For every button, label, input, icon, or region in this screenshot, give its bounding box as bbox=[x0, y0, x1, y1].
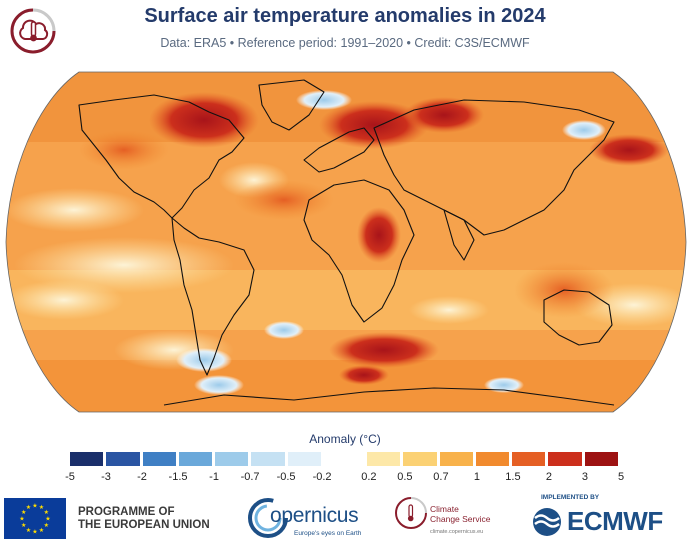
c3s-icon bbox=[395, 497, 427, 529]
colorbar-tick-label: -1.5 bbox=[168, 471, 188, 483]
eu-star-icon: ★ bbox=[26, 527, 31, 534]
eu-star-icon: ★ bbox=[32, 503, 37, 510]
copernicus-tagline: Europe's eyes on Earth bbox=[294, 530, 362, 537]
eu-star-icon: ★ bbox=[44, 522, 49, 529]
colorbar-tick-label: 0.2 bbox=[361, 471, 377, 483]
ecmwf-name: ECMWF bbox=[567, 506, 663, 536]
c3s-line1: Climate bbox=[430, 504, 459, 514]
eu-star-icon: ★ bbox=[26, 504, 31, 511]
colorbar-tick-label: 3 bbox=[581, 471, 589, 483]
eu-star-icon: ★ bbox=[39, 527, 44, 534]
c3s-thermometer-logo bbox=[10, 8, 56, 54]
colorbar-segment-cold-5 bbox=[251, 452, 288, 466]
colorbar-segment-cold-4 bbox=[215, 452, 252, 466]
colorbar-segment-warm-6 bbox=[584, 452, 621, 466]
eu-star-icon: ★ bbox=[39, 504, 44, 511]
colorbar-segment-cold-2 bbox=[142, 452, 179, 466]
colorbar-tick-label: -2 bbox=[137, 471, 147, 483]
colorbar-segment-warm-3 bbox=[475, 452, 513, 466]
page-title: Surface air temperature anomalies in 202… bbox=[144, 5, 546, 27]
colorbar-ticks: -5 -3 -2 -1.5 -1 -0.7 -0.5 -0.2 0.2 0.5 0.7 1 1.5 2 3 5 bbox=[0, 471, 690, 485]
colorbar-segment-warm-2 bbox=[439, 452, 476, 466]
eu-star-icon: ★ bbox=[45, 516, 50, 523]
colorbar-tick-label: -0.5 bbox=[276, 471, 296, 483]
colorbar-tick-label: 0.5 bbox=[397, 471, 413, 483]
colorbar-tick-label: 1.5 bbox=[505, 471, 521, 483]
c3s-line2: Change Service bbox=[430, 514, 491, 524]
eu-star-icon: ★ bbox=[19, 516, 24, 523]
footer: ★ ★ ★ ★ ★ ★ ★ ★ ★ ★ ★ ★ PROGRAMME OF THE EUROPEAN U… bbox=[0, 492, 690, 542]
colorbar-neutral-gap bbox=[324, 452, 367, 466]
eu-star-icon: ★ bbox=[44, 509, 49, 516]
colorbar-tick-label: 5 bbox=[617, 471, 625, 483]
eu-flag-icon: ★★★★★★★★★ ★ ★★ bbox=[4, 498, 66, 539]
colorbar-tick-label: 2 bbox=[545, 471, 553, 483]
colorbar-segment-warm-5 bbox=[548, 452, 585, 466]
colorbar-segment-cold-6 bbox=[287, 452, 324, 466]
colorbar-segment-warm-4 bbox=[512, 452, 549, 466]
eu-line2: THE EUROPEAN UNION bbox=[78, 519, 210, 531]
colorbar-tick-label: -5 bbox=[65, 471, 75, 483]
copernicus-logo-icon bbox=[248, 498, 288, 538]
anomaly-map bbox=[5, 71, 687, 413]
legend-title: Anomaly (°C) bbox=[309, 432, 381, 446]
colorbar-segment-cold-0 bbox=[70, 452, 107, 466]
colorbar-tick-label: -3 bbox=[101, 471, 111, 483]
colorbar-segment-warm-1 bbox=[403, 452, 440, 466]
ecmwf-waves-icon bbox=[533, 508, 561, 536]
colorbar-tick-label: -1 bbox=[209, 471, 219, 483]
colorbar-segment-warm-0 bbox=[367, 452, 404, 466]
colorbar-segment-cold-1 bbox=[106, 452, 143, 466]
page-subtitle: Data: ERA5 • Reference period: 1991–2020… bbox=[160, 36, 530, 50]
eu-star-icon: ★ bbox=[21, 522, 26, 529]
colorbar bbox=[70, 452, 621, 466]
eu-line1: PROGRAMME OF bbox=[78, 506, 175, 518]
eu-star-icon: ★ bbox=[21, 509, 26, 516]
colorbar-tick-label: -0.2 bbox=[312, 471, 332, 483]
eu-programme-label: PROGRAMME OF THE EUROPEAN UNION bbox=[78, 506, 210, 532]
ecmwf-implemented-label: IMPLEMENTED BY bbox=[541, 494, 600, 501]
copernicus-name: opernicus bbox=[270, 504, 359, 527]
colorbar-tick-label: -0.7 bbox=[240, 471, 260, 483]
c3s-url: climate.copernicus.eu bbox=[430, 529, 484, 535]
eu-star-icon: ★ bbox=[32, 529, 37, 536]
colorbar-tick-label: 1 bbox=[473, 471, 480, 483]
colorbar-segment-cold-3 bbox=[178, 452, 216, 466]
colorbar-tick-label: 0.7 bbox=[433, 471, 449, 483]
c3s-label: Climate Change Service bbox=[430, 504, 490, 524]
